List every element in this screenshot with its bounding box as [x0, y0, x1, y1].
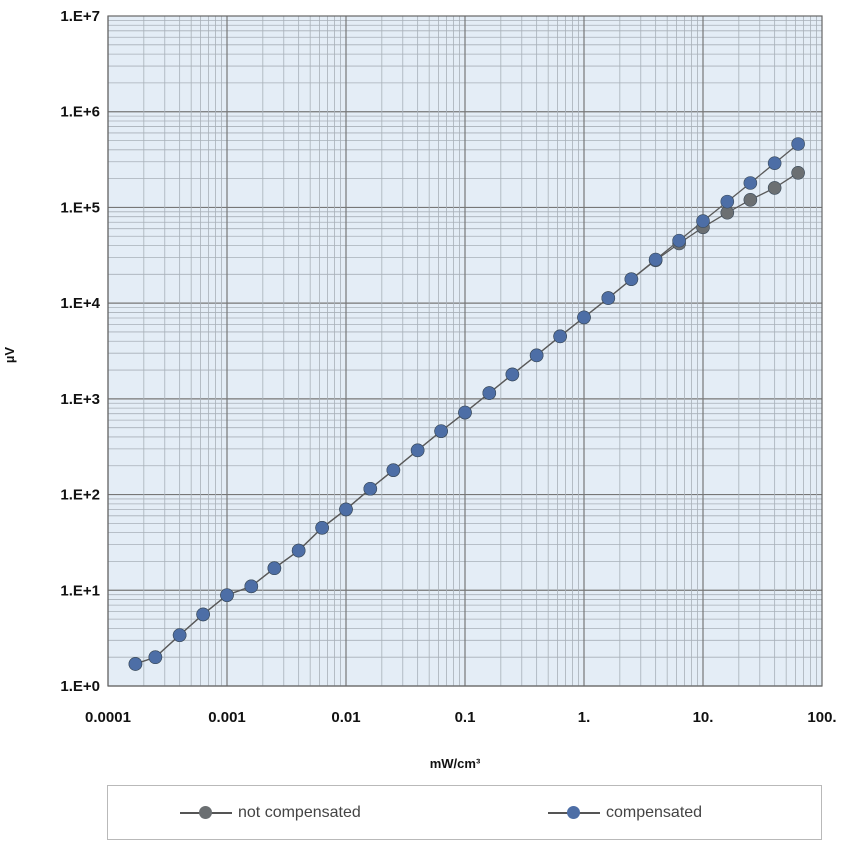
x-axis-title: mW/cm³	[430, 756, 481, 771]
x-tick-label: 0.0001	[85, 709, 131, 726]
data-point	[624, 272, 639, 286]
data-point	[743, 193, 758, 207]
x-tick-label: 10.	[693, 709, 714, 726]
data-point	[577, 310, 591, 325]
y-tick-label: 1.E+1	[60, 582, 100, 599]
data-point	[767, 156, 782, 170]
data-point	[220, 588, 234, 602]
legend-swatch-compensated	[548, 806, 600, 819]
data-point	[791, 137, 805, 151]
y-tick-label: 1.E+6	[60, 104, 100, 121]
y-tick-label: 1.E+5	[60, 199, 100, 216]
data-point	[386, 463, 401, 477]
data-point	[291, 543, 306, 558]
data-point	[267, 561, 282, 576]
x-tick-label: 100.	[807, 709, 836, 726]
data-point	[363, 481, 378, 496]
x-tick-label: 0.01	[331, 709, 360, 726]
data-point	[196, 607, 210, 622]
plot-border	[107, 15, 823, 687]
data-point	[410, 443, 425, 458]
data-point	[505, 367, 520, 382]
y-tick-label: 1.E+4	[60, 295, 100, 312]
legend: not compensated compensated	[107, 785, 822, 840]
y-axis-title: µV	[2, 347, 17, 363]
legend-item-not-compensated: not compensated	[180, 802, 361, 824]
data-point	[743, 176, 758, 190]
data-point	[315, 520, 329, 535]
y-tick-label: 1.E+7	[60, 8, 100, 25]
data-point	[244, 579, 259, 594]
data-point	[720, 194, 735, 209]
legend-label-compensated: compensated	[606, 804, 703, 821]
x-tick-label: 1.	[578, 709, 591, 726]
data-point	[172, 628, 187, 642]
x-tick-label: 0.1	[455, 709, 476, 726]
legend-swatch-not-compensated	[180, 806, 232, 819]
legend-label-not-compensated: not compensated	[238, 804, 361, 821]
axes	[107, 15, 823, 687]
tick-labels: 1.E+0 1.E+1 1.E+2 1.E+3 1.E+4 1.E+5 1.E+6 1.E+7…	[60, 8, 836, 726]
data-point	[339, 502, 353, 517]
data-point	[458, 405, 472, 420]
y-tick-label: 1.E+2	[60, 487, 100, 504]
y-tick-label: 1.E+3	[60, 391, 100, 408]
data-point	[696, 214, 710, 228]
legend-item-compensated: compensated	[548, 802, 702, 824]
legend-marker-icon	[199, 806, 212, 819]
legend-marker-icon	[567, 806, 580, 819]
data-point	[767, 181, 782, 195]
data-point	[791, 166, 805, 180]
data-point	[601, 291, 616, 305]
data-point	[672, 233, 686, 248]
data-point	[434, 424, 448, 438]
data-point	[553, 329, 567, 344]
data-point	[648, 252, 663, 267]
data-point	[482, 386, 497, 400]
data-point	[128, 657, 143, 671]
y-tick-label: 1.E+0	[60, 678, 100, 695]
x-tick-label: 0.001	[208, 709, 246, 726]
data-point	[148, 650, 163, 664]
data-point	[529, 348, 544, 363]
series-layer	[128, 137, 805, 671]
